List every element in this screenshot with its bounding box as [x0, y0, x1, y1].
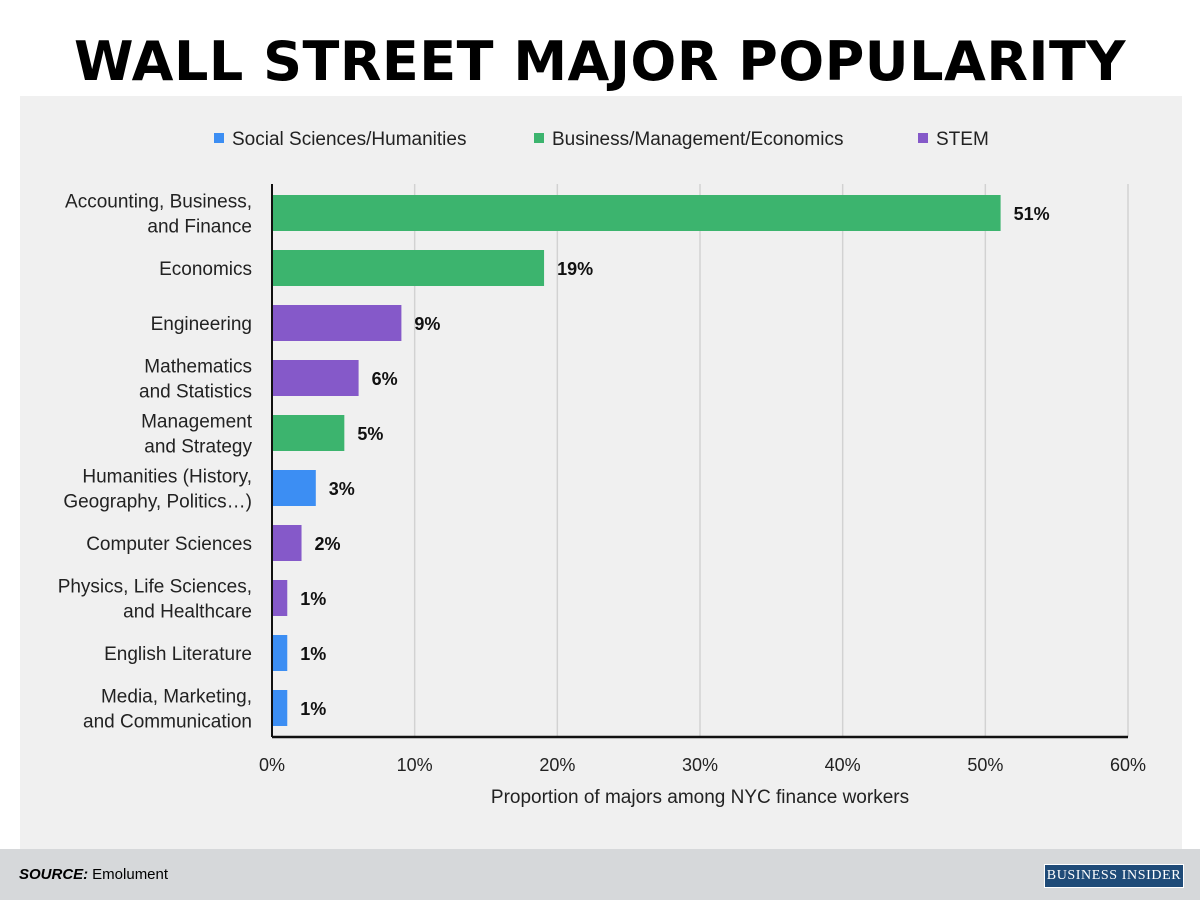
- source-value: Emolument: [92, 866, 169, 883]
- value-label: 9%: [414, 314, 440, 334]
- bar: [273, 690, 288, 726]
- legend-swatch: [918, 133, 928, 143]
- brand-logo: BUSINESS INSIDER: [1044, 864, 1184, 888]
- chart-title: WALL STREET MAJOR POPULARITY: [74, 30, 1126, 93]
- value-label: 5%: [357, 424, 383, 444]
- bar: [273, 525, 302, 561]
- bar: [273, 635, 288, 671]
- category-label: Computer Sciences: [86, 534, 252, 555]
- x-tick-label: 50%: [967, 755, 1003, 775]
- x-tick-label: 60%: [1110, 755, 1146, 775]
- category-label: Engineering: [151, 314, 252, 335]
- x-tick-label: 30%: [682, 755, 718, 775]
- category-label: English Literature: [104, 644, 252, 665]
- category-label: Economics: [159, 259, 252, 280]
- value-label: 51%: [1014, 204, 1050, 224]
- bar: [273, 415, 345, 451]
- category-label: Management and Strategy: [141, 412, 253, 458]
- value-label: 1%: [300, 699, 326, 719]
- legend-label: STEM: [936, 129, 989, 150]
- x-tick-label: 0%: [259, 755, 285, 775]
- bar: [273, 250, 545, 286]
- category-label: Accounting, Business, and Finance: [65, 192, 252, 238]
- value-label: 1%: [300, 589, 326, 609]
- bar: [273, 470, 316, 506]
- value-label: 2%: [315, 534, 341, 554]
- value-label: 3%: [329, 479, 355, 499]
- footer-bar: [0, 849, 1200, 900]
- category-label: Media, Marketing, and Communication: [83, 687, 252, 733]
- legend-label: Social Sciences/Humanities: [232, 129, 466, 150]
- legend-label: Business/Management/Economics: [552, 129, 843, 150]
- bar: [273, 195, 1001, 231]
- x-tick-label: 40%: [825, 755, 861, 775]
- legend-swatch: [214, 133, 224, 143]
- value-label: 6%: [372, 369, 398, 389]
- bar: [273, 580, 288, 616]
- bar-chart: Social Sciences/Humanities Business/Manag…: [58, 129, 1146, 808]
- x-tick-label: 10%: [397, 755, 433, 775]
- x-axis-title: Proportion of majors among NYC finance w…: [491, 787, 909, 808]
- x-tick-label: 20%: [539, 755, 575, 775]
- value-label: 1%: [300, 644, 326, 664]
- bar: [273, 305, 402, 341]
- source-label: SOURCE:: [19, 866, 89, 883]
- category-label: Mathematics and Statistics: [139, 357, 252, 403]
- legend-swatch: [534, 133, 544, 143]
- bar: [273, 360, 359, 396]
- value-label: 19%: [557, 259, 593, 279]
- source-note: SOURCE: Emolument: [19, 866, 168, 883]
- category-label: Humanities (History, Geography, Politics……: [63, 467, 252, 513]
- category-label: Physics, Life Sciences, and Healthcare: [58, 577, 252, 623]
- chart-panel: Social Sciences/Humanities Business/Manag…: [20, 96, 1182, 849]
